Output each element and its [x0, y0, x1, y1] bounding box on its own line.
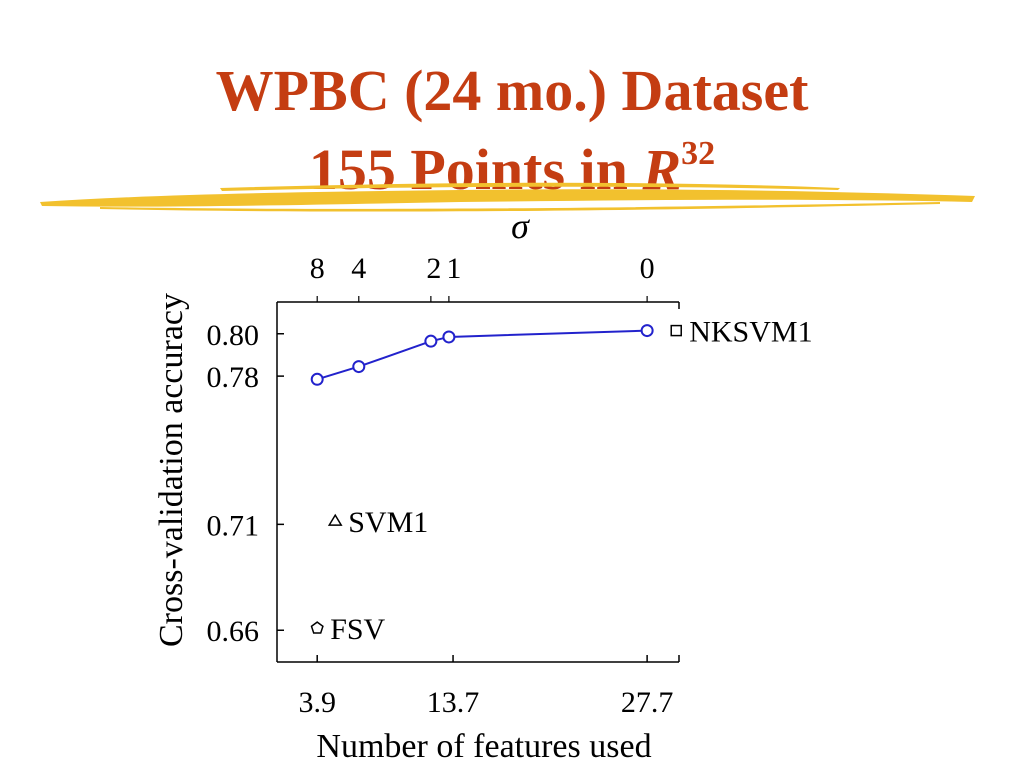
pentagon-marker — [310, 621, 324, 634]
data-point — [424, 334, 438, 348]
slide-title: WPBC (24 mo.) Dataset — [215, 58, 809, 123]
y-tick-label: 0.71 — [207, 509, 260, 542]
highlight-brush-stroke — [40, 182, 975, 212]
data-point — [352, 360, 366, 374]
labeled-points: NKSVM1 SVM1 FSV — [310, 316, 813, 646]
x-ticks: 3.9 13.7 27.7 — [298, 655, 673, 719]
y-tick-label: 0.66 — [207, 615, 260, 648]
point-label: FSV — [330, 613, 385, 646]
data-point — [442, 330, 456, 344]
slide-subtitle: 155 Points in R32 — [0, 137, 1024, 199]
point-label: SVM1 — [348, 506, 428, 539]
subtitle-variable: R — [642, 137, 682, 202]
x-tick-label: 27.7 — [621, 686, 674, 719]
point-label: NKSVM1 — [689, 316, 812, 349]
subtitle-text: 155 Points in — [308, 137, 643, 202]
top-tick-label: 8 — [310, 252, 325, 285]
square-marker — [670, 324, 682, 337]
data-point — [640, 324, 654, 338]
top-tick-label: 0 — [640, 252, 655, 285]
series-line — [316, 329, 648, 381]
x-axis-label: Number of features used — [316, 728, 651, 765]
x-tick-label: 13.7 — [427, 686, 480, 719]
y-ticks: 0.66 0.71 0.78 0.80 — [207, 319, 284, 648]
top-tick-label: 1 — [446, 252, 461, 285]
subtitle-exponent: 32 — [681, 135, 716, 172]
top-tick-label: 2 — [426, 252, 441, 285]
top-tick-label: 4 — [351, 252, 366, 285]
y-tick-label: 0.80 — [207, 319, 260, 352]
triangle-marker — [327, 513, 343, 526]
top-axis-label: σ — [511, 206, 530, 246]
data-point — [310, 372, 324, 386]
y-axis-label: Cross-validation accuracy — [153, 293, 190, 647]
chart-axes — [276, 301, 680, 663]
y-tick-label: 0.78 — [207, 361, 260, 394]
x-tick-label: 3.9 — [298, 686, 336, 719]
